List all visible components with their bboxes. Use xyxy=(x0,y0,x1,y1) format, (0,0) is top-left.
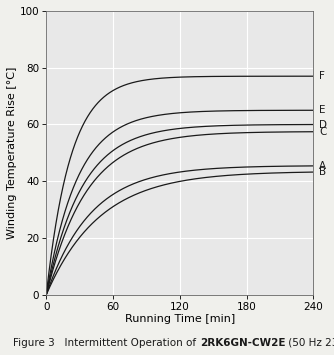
X-axis label: Running Time [min]: Running Time [min] xyxy=(125,315,235,324)
Text: F: F xyxy=(319,71,325,81)
Text: D: D xyxy=(319,120,327,130)
Text: (50 Hz 230 V): (50 Hz 230 V) xyxy=(285,338,334,348)
Text: C: C xyxy=(319,127,326,137)
Text: Figure 3   Intermittent Operation of: Figure 3 Intermittent Operation of xyxy=(13,338,200,348)
Y-axis label: Winding Temperature Rise [°C]: Winding Temperature Rise [°C] xyxy=(7,67,17,239)
Text: 2RK6GN-CW2E: 2RK6GN-CW2E xyxy=(200,338,285,348)
Text: E: E xyxy=(319,105,326,115)
Text: A: A xyxy=(319,161,326,171)
Text: B: B xyxy=(319,167,326,177)
